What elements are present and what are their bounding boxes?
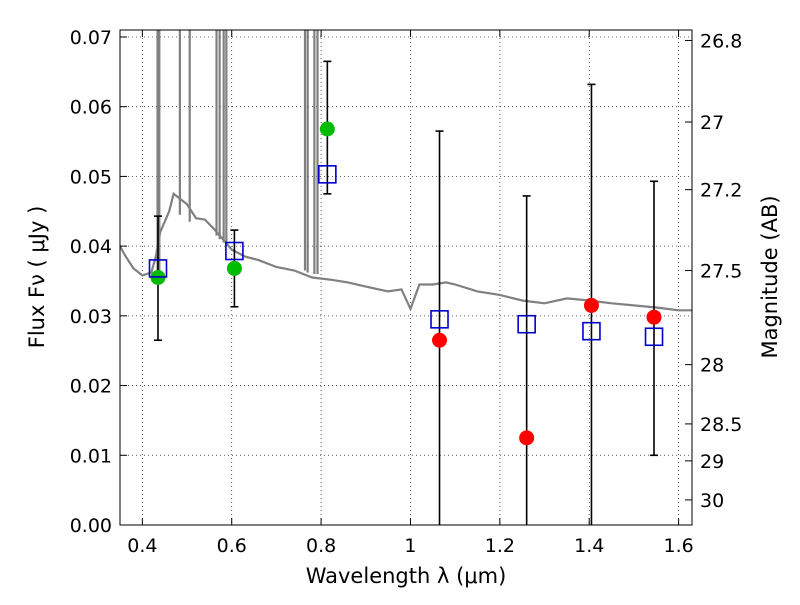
- right-axis-label: Magnitude (AB): [758, 195, 782, 358]
- right-tick-label: 26.8: [700, 30, 742, 52]
- plot-frame: [119, 29, 693, 526]
- model-square-point: [582, 321, 601, 341]
- y-tick-label: 0.05: [70, 166, 112, 188]
- sed-curve: [120, 191, 692, 312]
- photometry-point: [646, 309, 662, 325]
- model-square-point: [517, 314, 536, 334]
- x-tick-label: 0.4: [127, 535, 157, 557]
- y-tick-label: 0.01: [70, 445, 112, 467]
- right-axis-ticks: 26.8 27 27.2 27.5 28 28.5 29 30: [685, 30, 742, 512]
- model-square-point: [318, 165, 337, 184]
- right-tick-label: 27.2: [700, 180, 742, 202]
- x-tick-label: 1.2: [485, 535, 515, 557]
- right-tick-label: 28: [700, 355, 724, 377]
- y-tick-label: 0.02: [70, 376, 112, 398]
- x-tick-label: 1.4: [574, 535, 604, 557]
- photometry-point: [319, 121, 335, 137]
- y-tick-label: 0.07: [70, 27, 112, 49]
- right-tick-label: 29: [700, 451, 724, 473]
- y-tick-label: 0.04: [70, 236, 112, 258]
- x-tick-label: 1: [404, 535, 416, 557]
- model-square-point: [430, 310, 449, 329]
- grid: [120, 30, 692, 525]
- y-axis-label: Flux Fν ( μJy ): [25, 206, 49, 349]
- x-axis-label: Wavelength λ (μm): [306, 564, 507, 588]
- right-tick-label: 27.5: [700, 261, 742, 283]
- model-square-point: [148, 259, 168, 278]
- x-tick-label: 0.8: [306, 535, 336, 557]
- model-square-point: [644, 327, 664, 347]
- model-square-point: [225, 241, 244, 261]
- y-tick-label: 0.03: [70, 306, 112, 328]
- photometry-point: [226, 260, 242, 276]
- y-axis-ticks: 0.00 0.01 0.02 0.03 0.04 0.05 0.06 0.07: [70, 27, 127, 537]
- y-tick-label: 0.00: [70, 515, 112, 537]
- x-tick-label: 1.6: [663, 535, 693, 557]
- x-tick-label: 0.6: [217, 535, 247, 557]
- marker-layer: [148, 121, 664, 446]
- photometry-point: [583, 297, 599, 313]
- y-tick-label: 0.06: [70, 97, 112, 119]
- right-tick-label: 28.5: [700, 414, 742, 436]
- plot-background: [120, 30, 692, 525]
- photometry-point: [519, 430, 535, 446]
- photometry-point: [432, 332, 448, 348]
- right-tick-label: 30: [700, 490, 724, 512]
- x-axis-ticks: 0.4 0.6 0.8 1 1.2 1.4 1.6: [127, 30, 694, 557]
- right-tick-label: 27: [700, 112, 724, 134]
- sed-curve-layer: [120, 30, 692, 312]
